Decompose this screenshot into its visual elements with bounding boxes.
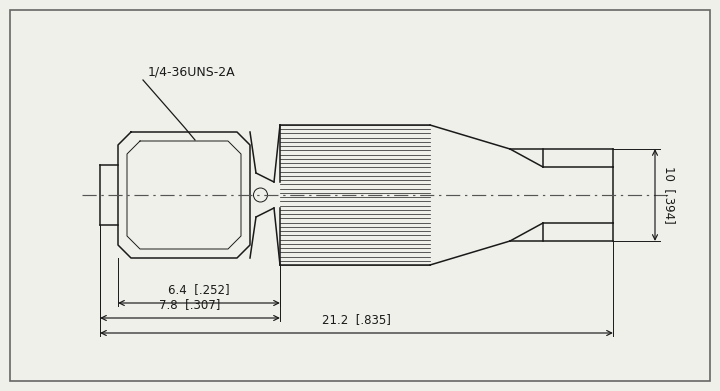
Text: 10  [.394]: 10 [.394] <box>663 166 676 224</box>
Text: 21.2  [.835]: 21.2 [.835] <box>322 313 391 326</box>
Text: 6.4  [.252]: 6.4 [.252] <box>168 283 230 296</box>
Text: 7.8  [.307]: 7.8 [.307] <box>159 298 221 311</box>
Text: 1/4-36UNS-2A: 1/4-36UNS-2A <box>148 66 235 79</box>
